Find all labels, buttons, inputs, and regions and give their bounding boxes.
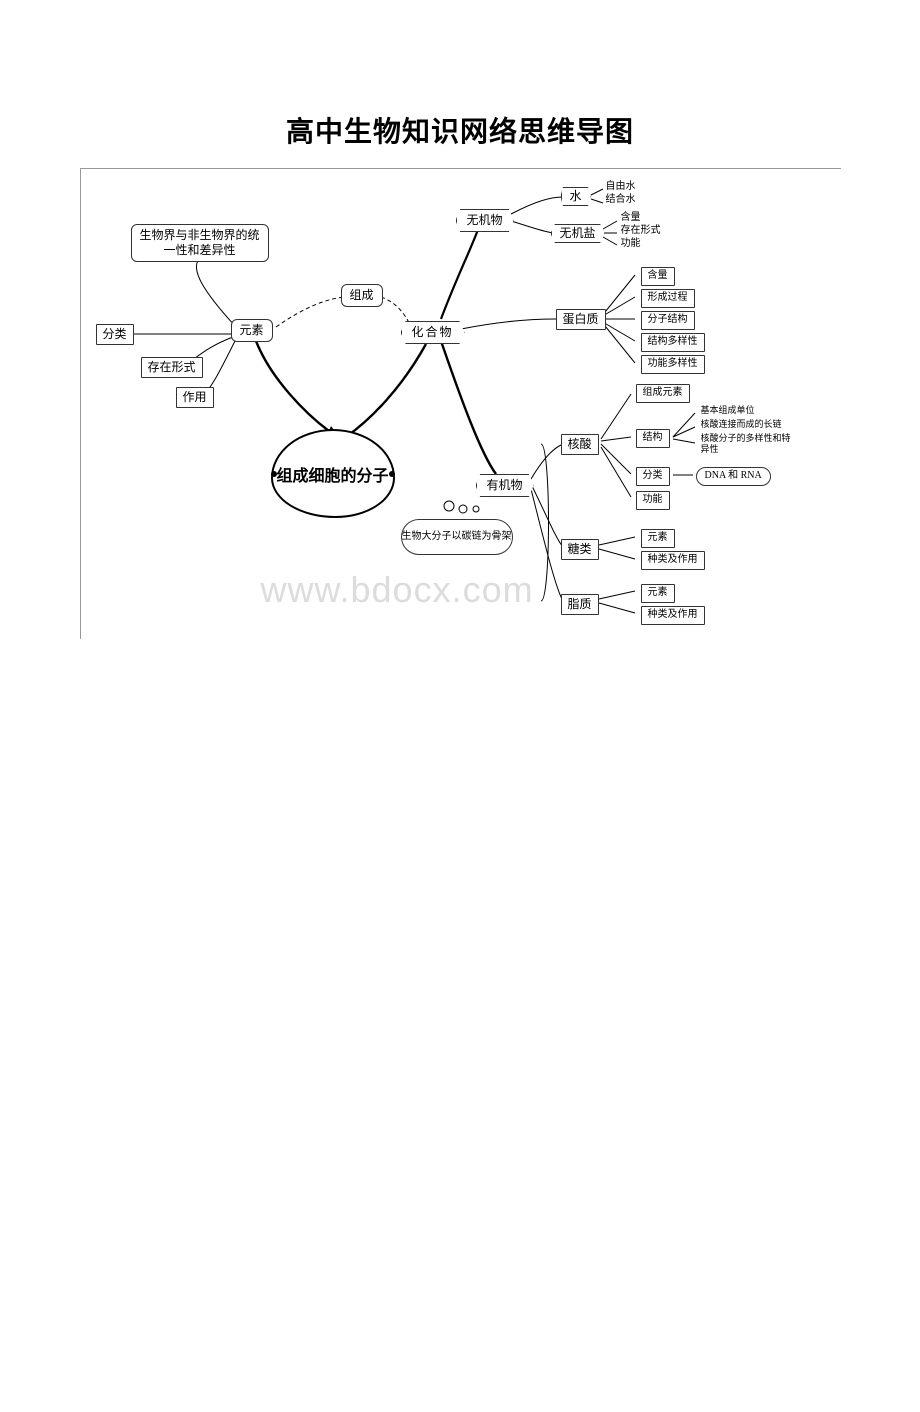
node-p-amount: 含量 [641,267,675,286]
node-salt-func: 功能 [621,238,641,251]
node-protein: 蛋白质 [556,309,606,330]
node-center: 组成细胞的分子 [271,429,395,518]
node-lipid: 脂质 [561,594,599,615]
node-elements: 元素 [231,319,273,342]
node-bound-water: 结合水 [606,194,636,207]
node-classification: 分类 [96,324,134,345]
node-n-chain: 核酸连接而成的长链 [701,419,782,430]
node-n-func: 功能 [636,491,670,510]
node-carbon-chain-label: 生物大分子以碳链为骨架 [402,531,512,543]
node-n-struct: 结构 [636,429,670,448]
node-compose-rel: 组成 [341,284,383,307]
node-center-label: 组成细胞的分子 [276,462,388,486]
node-organic: 有机物 [476,474,534,497]
node-bio-nonbio: 生物界与非生物界的统一性和差异性 [131,224,269,262]
node-p-struct: 分子结构 [641,311,695,330]
node-free-water: 自由水 [606,181,636,194]
node-function: 作用 [176,387,214,408]
node-l-kind: 种类及作用 [641,606,705,625]
node-p-form: 形成过程 [641,289,695,308]
node-salt-amount: 含量 [621,212,641,225]
node-n-class: 分类 [636,467,670,486]
node-exist-form: 存在形式 [141,357,203,378]
node-inorganic: 无机物 [456,209,514,232]
node-carbon-chain: 生物大分子以碳链为骨架 [401,519,513,555]
node-l-elem: 元素 [641,584,675,603]
node-water: 水 [561,187,591,206]
node-dna-rna: DNA 和 RNA [696,467,771,486]
node-n-div: 核酸分子的多样性和特异性 [701,433,796,456]
node-inorg-salt: 无机盐 [551,224,605,243]
node-p-func-div: 功能多样性 [641,355,705,374]
node-nucleic: 核酸 [561,434,599,455]
node-s-elem: 元素 [641,529,675,548]
node-n-unit: 基本组成单位 [701,405,755,416]
node-p-struct-div: 结构多样性 [641,333,705,352]
node-salt-form: 存在形式 [621,225,661,238]
node-sugar: 糖类 [561,539,599,560]
mindmap-diagram: 组成细胞的分子 元素 化合物 组成 生物界与非生物界的统一性和差异性 分类 存在… [80,168,841,639]
node-n-elem: 组成元素 [636,384,690,403]
node-s-kind: 种类及作用 [641,551,705,570]
page-title: 高中生物知识网络思维导图 [0,110,920,150]
node-compounds: 化合物 [401,321,465,344]
